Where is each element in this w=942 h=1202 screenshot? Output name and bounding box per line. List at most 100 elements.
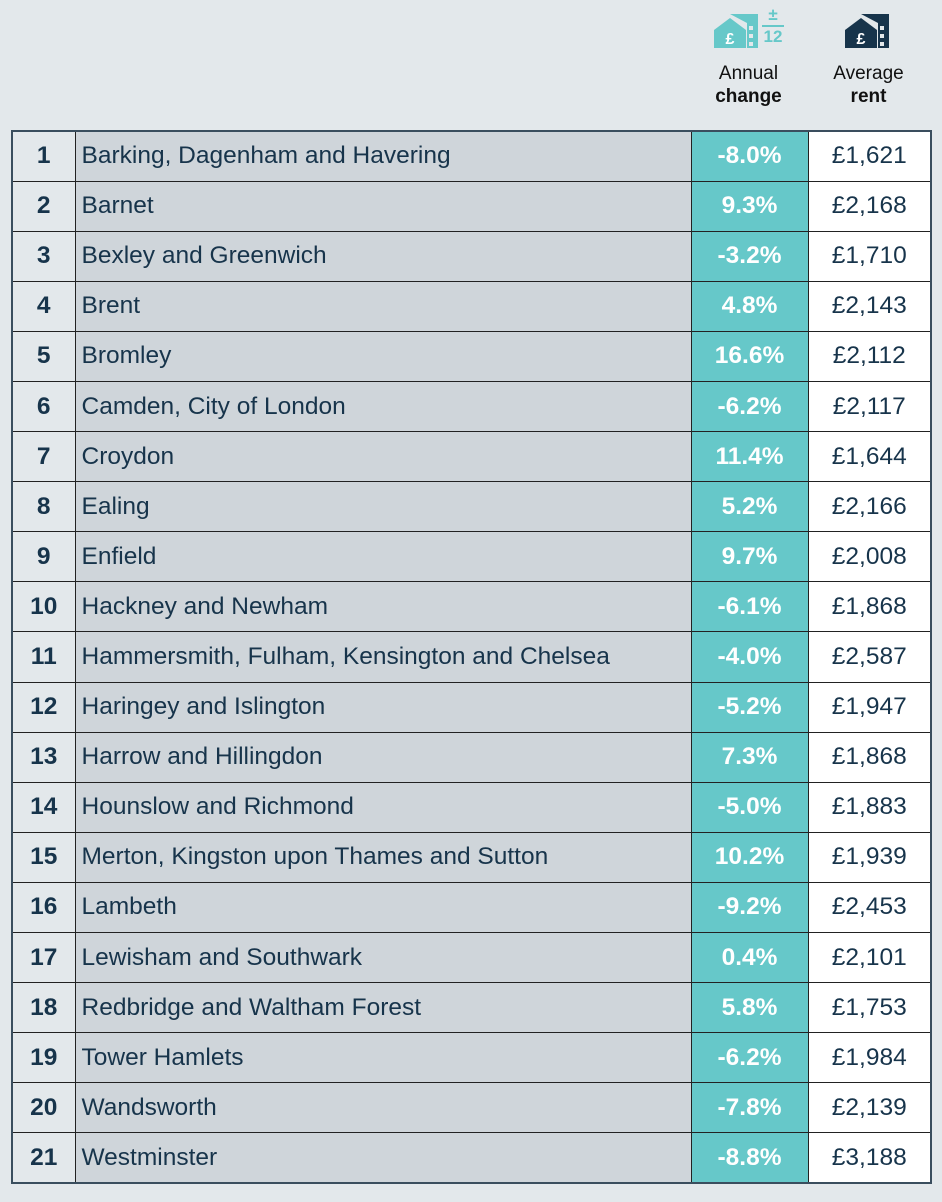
annual-change-cell: -7.8% bbox=[690, 1082, 809, 1134]
area-cell: Bromley bbox=[74, 330, 692, 382]
average-rent-header: £ Average rent bbox=[807, 0, 930, 108]
annual-change-header: £ ±12 Annual change bbox=[690, 0, 807, 108]
annual-change-cell: -3.2% bbox=[690, 230, 809, 282]
table-row: 5 Bromley 16.6% £2,112 bbox=[11, 330, 932, 382]
rank-cell: 4 bbox=[11, 280, 76, 332]
table-row: 3 Bexley and Greenwich -3.2% £1,710 bbox=[11, 230, 932, 282]
area-cell: Enfield bbox=[74, 531, 692, 583]
table-row: 14 Hounslow and Richmond -5.0% £1,883 bbox=[11, 781, 932, 833]
average-rent-cell: £2,143 bbox=[807, 280, 932, 332]
area-cell: Barking, Dagenham and Havering bbox=[74, 130, 692, 182]
area-cell: Westminster bbox=[74, 1132, 692, 1184]
area-cell: Merton, Kingston upon Thames and Sutton bbox=[74, 831, 692, 883]
rank-cell: 3 bbox=[11, 230, 76, 282]
average-rent-cell: £2,117 bbox=[807, 380, 932, 433]
table-row: 12 Haringey and Islington -5.2% £1,947 bbox=[11, 681, 932, 733]
average-rent-cell: £1,984 bbox=[807, 1032, 932, 1084]
annual-change-cell: 5.2% bbox=[690, 481, 809, 533]
annual-change-cell: 9.7% bbox=[690, 531, 809, 583]
area-cell: Hackney and Newham bbox=[74, 581, 692, 633]
table-row: 17 Lewisham and Southwark 0.4% £2,101 bbox=[11, 931, 932, 984]
average-rent-cell: £2,453 bbox=[807, 881, 932, 934]
annual-change-cell: 7.3% bbox=[690, 731, 809, 783]
rank-cell: 9 bbox=[11, 531, 76, 583]
average-rent-cell: £1,868 bbox=[807, 731, 932, 783]
table-row: 18 Redbridge and Waltham Forest 5.8% £1,753 bbox=[11, 982, 932, 1034]
average-rent-cell: £1,621 bbox=[807, 130, 932, 182]
area-cell: Haringey and Islington bbox=[74, 681, 692, 733]
header-text-bold: change bbox=[715, 86, 782, 107]
annual-change-cell: -4.0% bbox=[690, 631, 809, 683]
rank-cell: 13 bbox=[11, 731, 76, 783]
area-cell: Hounslow and Richmond bbox=[74, 781, 692, 833]
table-row: 13 Harrow and Hillingdon 7.3% £1,868 bbox=[11, 731, 932, 783]
rank-cell: 6 bbox=[11, 380, 76, 433]
average-rent-cell: £1,644 bbox=[807, 431, 932, 483]
rank-cell: 14 bbox=[11, 781, 76, 833]
rank-cell: 7 bbox=[11, 431, 76, 483]
rank-cell: 11 bbox=[11, 631, 76, 683]
table-row: 8 Ealing 5.2% £2,166 bbox=[11, 481, 932, 533]
table-row: 6 Camden, City of London -6.2% £2,117 bbox=[11, 380, 932, 433]
table-row: 1 Barking, Dagenham and Havering -8.0% £1,6… bbox=[11, 130, 932, 182]
rank-cell: 2 bbox=[11, 180, 76, 232]
area-cell: Lambeth bbox=[74, 881, 692, 934]
rank-cell: 12 bbox=[11, 681, 76, 733]
area-cell: Brent bbox=[74, 280, 692, 332]
plus-minus-label: ± bbox=[768, 5, 778, 24]
average-rent-cell: £2,101 bbox=[807, 931, 932, 984]
average-rent-cell: £1,710 bbox=[807, 230, 932, 282]
rank-cell: 15 bbox=[11, 831, 76, 883]
rank-cell: 17 bbox=[11, 931, 76, 984]
table-row: 10 Hackney and Newham -6.1% £1,868 bbox=[11, 581, 932, 633]
annual-change-cell: -5.2% bbox=[690, 681, 809, 733]
svg-text:£: £ bbox=[857, 31, 866, 48]
months-label: 12 bbox=[762, 25, 784, 46]
annual-change-cell: 16.6% bbox=[690, 330, 809, 382]
annual-change-cell: -8.8% bbox=[690, 1132, 809, 1184]
area-cell: Ealing bbox=[74, 481, 692, 533]
average-rent-cell: £2,112 bbox=[807, 330, 932, 382]
average-rent-cell: £2,168 bbox=[807, 180, 932, 232]
average-rent-cell: £2,166 bbox=[807, 481, 932, 533]
rank-cell: 21 bbox=[11, 1132, 76, 1184]
annual-change-cell: 9.3% bbox=[690, 180, 809, 232]
table-row: 16 Lambeth -9.2% £2,453 bbox=[11, 881, 932, 934]
annual-change-cell: 0.4% bbox=[690, 931, 809, 984]
annual-change-cell: 11.4% bbox=[690, 431, 809, 483]
annual-change-cell: -9.2% bbox=[690, 881, 809, 934]
table-row: 9 Enfield 9.7% £2,008 bbox=[11, 531, 932, 583]
annual-change-cell: -8.0% bbox=[690, 130, 809, 182]
annual-change-cell: -6.2% bbox=[690, 380, 809, 433]
average-rent-cell: £2,139 bbox=[807, 1082, 932, 1134]
average-rent-cell: £1,883 bbox=[807, 781, 932, 833]
area-cell: Hammersmith, Fulham, Kensington and Chel… bbox=[74, 631, 692, 683]
table-row: 21 Westminster -8.8% £3,188 bbox=[11, 1132, 932, 1184]
average-rent-cell: £1,939 bbox=[807, 831, 932, 883]
average-rent-cell: £2,587 bbox=[807, 631, 932, 683]
area-cell: Bexley and Greenwich bbox=[74, 230, 692, 282]
table-row: 7 Croydon 11.4% £1,644 bbox=[11, 431, 932, 483]
rank-cell: 16 bbox=[11, 881, 76, 934]
annual-change-cell: 5.8% bbox=[690, 982, 809, 1034]
rank-cell: 1 bbox=[11, 130, 76, 182]
annual-change-cell: 4.8% bbox=[690, 280, 809, 332]
area-cell: Tower Hamlets bbox=[74, 1032, 692, 1084]
rank-cell: 5 bbox=[11, 330, 76, 382]
table-row: 4 Brent 4.8% £2,143 bbox=[11, 280, 932, 332]
rent-table: 1 Barking, Dagenham and Havering -8.0% £1,6… bbox=[11, 130, 932, 1184]
area-cell: Camden, City of London bbox=[74, 380, 692, 433]
annual-change-cell: -6.1% bbox=[690, 581, 809, 633]
rank-cell: 19 bbox=[11, 1032, 76, 1084]
area-cell: Redbridge and Waltham Forest bbox=[74, 982, 692, 1034]
table-row: 20 Wandsworth -7.8% £2,139 bbox=[11, 1082, 932, 1134]
rank-cell: 18 bbox=[11, 982, 76, 1034]
annual-change-cell: -6.2% bbox=[690, 1032, 809, 1084]
area-cell: Croydon bbox=[74, 431, 692, 483]
average-rent-cell: £1,947 bbox=[807, 681, 932, 733]
average-rent-cell: £3,188 bbox=[807, 1132, 932, 1184]
table-row: 11 Hammersmith, Fulham, Kensington and Ch… bbox=[11, 631, 932, 683]
rank-cell: 8 bbox=[11, 481, 76, 533]
area-cell: Harrow and Hillingdon bbox=[74, 731, 692, 783]
table-row: 2 Barnet 9.3% £2,168 bbox=[11, 180, 932, 232]
